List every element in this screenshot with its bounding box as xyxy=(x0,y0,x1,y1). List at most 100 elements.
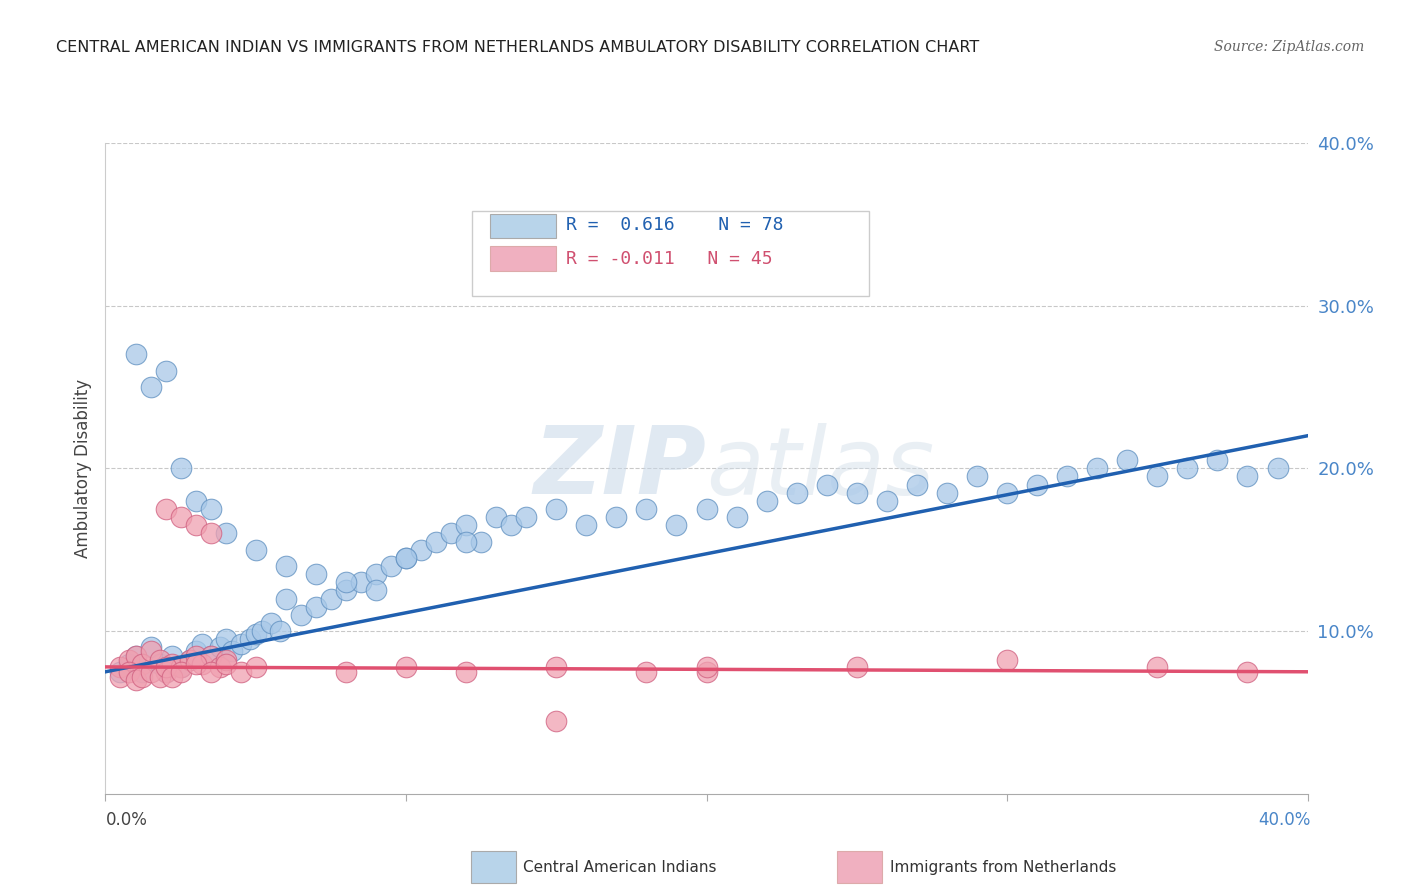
Point xyxy=(575,518,598,533)
Point xyxy=(454,534,477,549)
Point xyxy=(229,665,252,679)
Point xyxy=(179,653,201,667)
Point xyxy=(440,526,463,541)
Point xyxy=(636,665,658,679)
Point xyxy=(179,653,201,667)
Text: Central American Indians: Central American Indians xyxy=(523,860,717,874)
Point xyxy=(245,627,267,641)
Point xyxy=(335,665,357,679)
Point xyxy=(208,660,231,674)
Y-axis label: Ambulatory Disability: Ambulatory Disability xyxy=(73,379,91,558)
Point xyxy=(124,347,146,361)
Point xyxy=(118,665,141,679)
Point xyxy=(364,583,387,598)
Point xyxy=(725,510,748,524)
Point xyxy=(470,534,492,549)
Text: Immigrants from Netherlands: Immigrants from Netherlands xyxy=(890,860,1116,874)
Text: 0.0%: 0.0% xyxy=(105,811,148,829)
Point xyxy=(364,567,387,582)
Point xyxy=(260,615,283,630)
Point xyxy=(350,575,373,590)
Point xyxy=(305,567,328,582)
Point xyxy=(118,657,141,671)
Point xyxy=(160,670,183,684)
Point xyxy=(124,648,146,663)
Point xyxy=(221,643,243,657)
Point xyxy=(546,714,568,728)
Point xyxy=(1146,660,1168,674)
Point xyxy=(184,643,207,657)
Point xyxy=(696,660,718,674)
Point xyxy=(305,599,328,614)
Point xyxy=(995,485,1018,500)
Point xyxy=(876,494,898,508)
Point xyxy=(696,502,718,516)
Point xyxy=(139,643,162,657)
Point xyxy=(1026,477,1049,491)
Point xyxy=(155,660,177,674)
Text: ZIP: ZIP xyxy=(534,422,707,515)
Point xyxy=(139,640,162,655)
Point xyxy=(229,637,252,651)
Point xyxy=(546,660,568,674)
Point xyxy=(966,469,988,483)
Point xyxy=(184,518,207,533)
Point xyxy=(245,660,267,674)
Point xyxy=(409,542,432,557)
Point xyxy=(1236,665,1258,679)
Point xyxy=(755,494,778,508)
Point xyxy=(155,665,177,679)
Point xyxy=(905,477,928,491)
Point xyxy=(636,502,658,516)
Point xyxy=(1175,461,1198,475)
Point xyxy=(395,550,418,565)
Point xyxy=(1267,461,1289,475)
Point xyxy=(214,653,236,667)
Point xyxy=(184,648,207,663)
Point xyxy=(995,653,1018,667)
Point xyxy=(139,665,162,679)
Point xyxy=(1085,461,1108,475)
Point xyxy=(131,665,153,679)
Point xyxy=(155,665,177,679)
Point xyxy=(274,591,297,606)
Point xyxy=(454,665,477,679)
Point xyxy=(335,583,357,598)
Point xyxy=(155,364,177,378)
Point xyxy=(269,624,291,639)
Point xyxy=(425,534,447,549)
Point xyxy=(1116,453,1139,467)
Point xyxy=(1146,469,1168,483)
Point xyxy=(319,591,342,606)
Point xyxy=(395,660,418,674)
Point xyxy=(200,526,222,541)
Point xyxy=(139,380,162,394)
Point xyxy=(110,670,132,684)
Point xyxy=(274,558,297,574)
Point xyxy=(124,673,146,687)
Point xyxy=(605,510,627,524)
Point xyxy=(546,502,568,516)
Point xyxy=(1236,469,1258,483)
Point xyxy=(815,477,838,491)
Point xyxy=(169,660,191,674)
Point xyxy=(200,502,222,516)
Point xyxy=(131,657,153,671)
Point xyxy=(1056,469,1078,483)
Point xyxy=(214,632,236,647)
Point xyxy=(696,665,718,679)
Text: 40.0%: 40.0% xyxy=(1258,811,1310,829)
Point xyxy=(118,653,141,667)
Point xyxy=(124,648,146,663)
Point xyxy=(936,485,959,500)
Point xyxy=(395,550,418,565)
Point xyxy=(501,518,523,533)
Point xyxy=(110,660,132,674)
Text: atlas: atlas xyxy=(707,423,935,514)
Point xyxy=(335,575,357,590)
Point xyxy=(200,648,222,663)
Point xyxy=(190,637,212,651)
Point xyxy=(239,632,262,647)
Point xyxy=(515,510,537,524)
Point xyxy=(454,518,477,533)
